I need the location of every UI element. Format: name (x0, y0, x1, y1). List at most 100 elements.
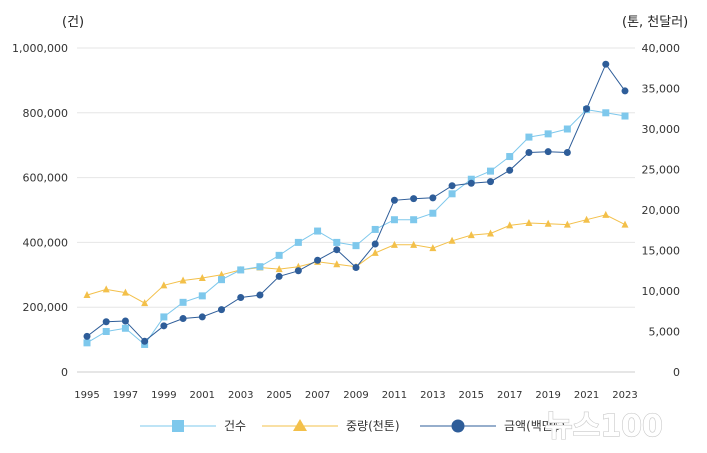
data-point (294, 238, 302, 246)
data-point (563, 148, 571, 156)
data-point (621, 87, 629, 95)
x-tick-label: 2001 (190, 390, 215, 401)
data-point (467, 175, 475, 183)
left-tick-label: 0 (61, 366, 68, 379)
x-tick-label: 2017 (497, 390, 522, 401)
data-point (237, 293, 245, 301)
data-point (275, 265, 283, 273)
legend-item: 금액(백만$) (420, 419, 565, 433)
data-point (583, 215, 591, 223)
x-tick-label: 1995 (74, 390, 99, 401)
data-point (256, 291, 264, 299)
legend-label: 중량(천톤) (346, 418, 400, 433)
data-point (102, 285, 110, 293)
left-tick-label: 1,000,000 (12, 42, 68, 55)
data-point (544, 130, 552, 138)
legend-marker (293, 419, 307, 431)
right-tick-label: 40,000 (642, 42, 681, 55)
data-point (179, 298, 187, 306)
data-point (487, 167, 494, 175)
data-point (333, 260, 341, 268)
x-tick-label: 2009 (343, 390, 368, 401)
data-point (294, 267, 302, 275)
data-point (390, 216, 398, 224)
data-point (237, 266, 245, 274)
x-tick-label: 2005 (266, 390, 291, 401)
data-point (563, 220, 571, 228)
data-point (448, 236, 456, 244)
x-axis: 1995 1997 1999 2001 2003 2005 2007 2009 2011 2013… (74, 371, 638, 401)
left-tick-label: 600,000 (23, 172, 69, 185)
legend-marker (451, 419, 465, 433)
data-point (544, 219, 552, 227)
grid-lines (77, 47, 635, 373)
data-point (179, 276, 187, 284)
right-tick-label: 15,000 (642, 245, 681, 258)
x-tick-label: 2003 (228, 390, 253, 401)
data-point (314, 227, 322, 235)
data-point (102, 328, 110, 335)
data-point (390, 196, 398, 204)
right-tick-label: 5,000 (649, 326, 681, 339)
legend-marker (172, 420, 184, 432)
data-point (602, 109, 610, 117)
data-point (314, 256, 322, 264)
legend-item: 건수 (140, 419, 246, 433)
x-tick-label: 2013 (420, 390, 445, 401)
series-line (86, 214, 626, 304)
data-point (179, 315, 187, 323)
data-point (429, 194, 437, 202)
legend: 건수 중량(천톤) 금액(백만$) (140, 418, 565, 433)
right-tick-label: 20,000 (642, 204, 681, 217)
data-point (333, 246, 341, 254)
data-point (583, 105, 591, 113)
data-point (448, 182, 456, 190)
left-axis-unit: (건) (62, 15, 84, 30)
data-point (487, 178, 494, 186)
data-point (218, 270, 225, 278)
data-point (506, 221, 514, 229)
series-line (86, 63, 626, 342)
data-point (83, 332, 91, 340)
data-point (102, 318, 110, 326)
x-tick-label: 2023 (612, 390, 637, 401)
data-point (602, 60, 610, 68)
data-point (525, 218, 533, 226)
data-point (121, 288, 129, 296)
legend-label: 금액(백만$) (504, 419, 565, 433)
data-point (198, 313, 206, 321)
data-point (371, 225, 379, 233)
data-point (371, 240, 379, 248)
data-point (275, 251, 283, 259)
x-tick-label: 2011 (382, 390, 407, 401)
data-point (121, 317, 129, 325)
data-point (448, 190, 456, 198)
data-point (410, 216, 418, 224)
right-axis-unit: (톤, 천달러) (622, 15, 688, 30)
data-point (390, 240, 398, 248)
data-point (410, 195, 418, 203)
data-point (160, 281, 168, 289)
data-point (506, 166, 514, 174)
series-3 (83, 60, 629, 345)
data-point (602, 210, 610, 218)
right-tick-label: 30,000 (642, 123, 681, 136)
data-point (487, 229, 494, 237)
right-tick-label: 35,000 (642, 83, 681, 96)
data-point (198, 292, 206, 300)
data-point (198, 274, 206, 282)
data-point (506, 153, 514, 161)
data-point (410, 240, 418, 248)
data-point (621, 220, 629, 228)
legend-item: 중량(천톤) (262, 418, 400, 433)
data-point (218, 306, 225, 314)
left-tick-label: 200,000 (23, 301, 69, 314)
x-tick-label: 2019 (535, 390, 560, 401)
series-2 (83, 210, 629, 307)
x-tick-label: 2015 (459, 390, 484, 401)
x-tick-label: 1997 (113, 390, 138, 401)
data-point (333, 238, 341, 246)
data-point (218, 276, 225, 284)
right-tick-label: 25,000 (642, 164, 681, 177)
data-point (621, 112, 629, 120)
